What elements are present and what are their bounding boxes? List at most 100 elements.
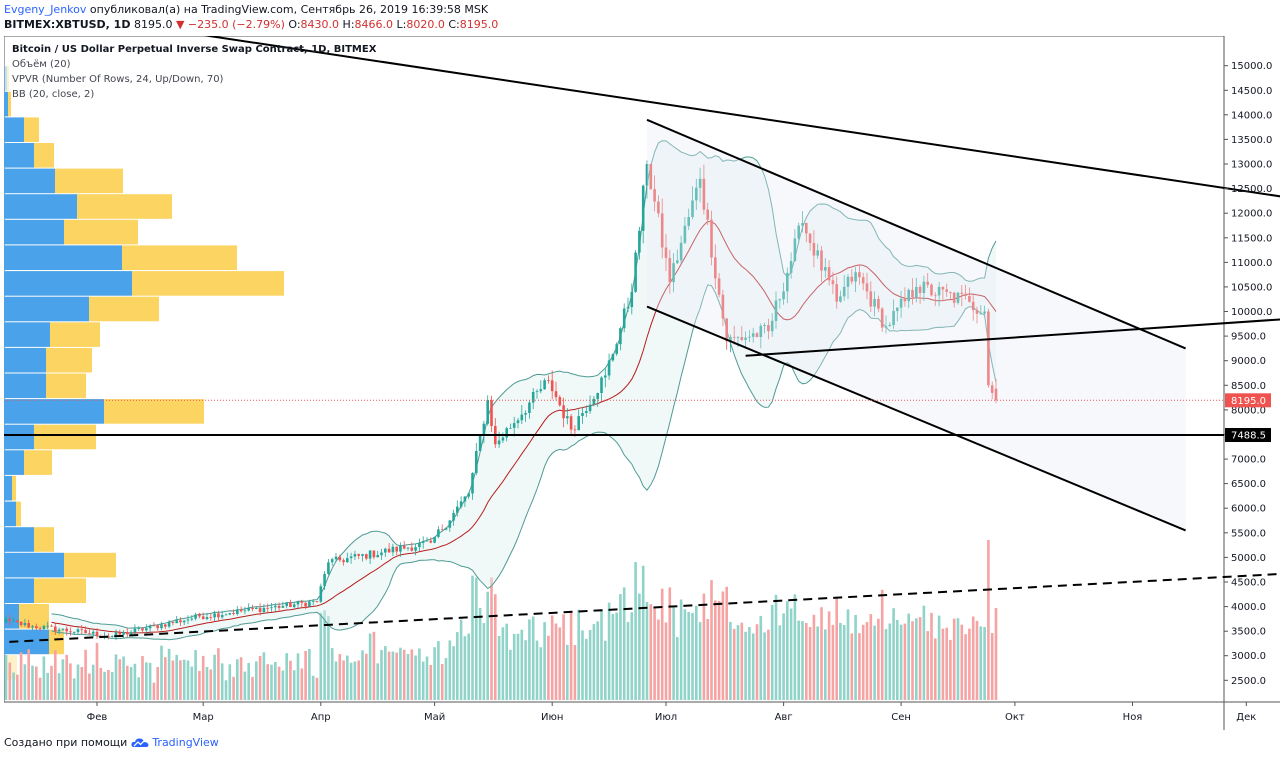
candle-body — [126, 632, 129, 635]
candle-body — [88, 633, 91, 635]
candle-body — [452, 512, 455, 521]
candle-body — [486, 400, 489, 424]
volume-bar — [831, 624, 835, 700]
candle-body — [372, 550, 376, 558]
volume-bar — [721, 591, 725, 700]
volume-bar — [812, 614, 816, 700]
volume-bar — [31, 665, 34, 700]
candle-body — [380, 552, 383, 556]
volume-bar — [736, 625, 740, 700]
candle-body — [399, 545, 402, 552]
vpvr-row-up — [4, 322, 50, 347]
candle-body — [118, 632, 122, 635]
volume-bar — [137, 677, 140, 700]
candle-body — [357, 554, 360, 556]
vpvr-row-down — [12, 475, 16, 501]
time-tick-label: Июн — [541, 712, 563, 723]
candle-body — [232, 613, 235, 614]
volume-bar — [706, 619, 709, 700]
volume-bar — [645, 602, 649, 700]
candle-body — [861, 277, 865, 284]
created-with-text: Создано при помощи — [4, 736, 128, 749]
volume-bar — [478, 607, 482, 700]
price-change: ▼ −235.0 (−2.79%) — [175, 18, 285, 31]
vpvr-row-up — [4, 194, 77, 219]
candle-body — [353, 554, 357, 557]
author-link[interactable]: Evgeny_Jenkov — [4, 3, 87, 16]
volume-bar — [592, 624, 596, 700]
volume-bar — [217, 648, 220, 700]
publish-info: опубликовал(а) на TradingView.com, Сентя… — [89, 3, 489, 16]
volume-bar — [509, 649, 512, 700]
volume-bar — [562, 614, 565, 700]
last-price: 8195.0 — [133, 18, 173, 31]
candle-body — [122, 632, 125, 635]
vpvr-row-up — [4, 475, 12, 501]
trendline-4[interactable] — [745, 314, 1280, 357]
volume-bar — [418, 648, 421, 700]
price-axis[interactable]: 2500.0 3000.0 3500.0 4000.0 4500.0 5000.0 5500… — [1224, 61, 1272, 687]
candle-body — [129, 632, 133, 635]
candle-body — [440, 529, 444, 531]
tradingview-brand[interactable]: TradingView — [131, 736, 219, 749]
candle-body — [869, 291, 873, 307]
volume-bar — [748, 627, 751, 700]
level-price-tag — [1225, 428, 1271, 442]
candle-body — [657, 201, 660, 214]
volume-bar — [255, 661, 258, 700]
close-label: C: — [448, 18, 460, 31]
volume-bar — [907, 613, 910, 700]
candle-body — [759, 325, 763, 337]
volume-bar — [289, 660, 292, 700]
symbol-name[interactable]: BITMEX:XBTUSD, 1D — [4, 18, 131, 31]
candle-body — [384, 548, 387, 553]
candle-body — [148, 625, 152, 629]
candle-body — [645, 164, 649, 186]
candle-body — [448, 520, 452, 528]
candle-body — [607, 360, 611, 376]
volume-bar — [679, 599, 683, 700]
price-tick-label: 13500.0 — [1231, 135, 1272, 146]
vpvr-row-up — [4, 424, 34, 450]
volume-bar — [232, 676, 235, 700]
volume-bar — [896, 620, 899, 700]
candle-body — [368, 550, 372, 559]
volume-bar — [539, 647, 543, 700]
volume-bar — [372, 631, 376, 700]
volume-bar — [698, 622, 702, 700]
legend-vpvr[interactable]: VPVR (Number Of Rows, 24, Up/Down, 70) — [12, 74, 224, 85]
time-axis[interactable]: Фев Мар Апр Май Июн Июл Авг Сен Окт Ноя Дек — [87, 702, 1257, 723]
candle-body — [171, 622, 175, 623]
time-tick-label: Дек — [1236, 712, 1256, 723]
volume-bar — [429, 665, 433, 700]
vpvr-row-up — [4, 219, 64, 245]
volume-bar — [835, 597, 838, 700]
legend-title[interactable]: Bitcoin / US Dollar Perpetual Inverse Sw… — [12, 44, 377, 55]
volume-bar — [949, 639, 952, 700]
volume-bar — [387, 651, 391, 700]
trendline-5[interactable] — [0, 570, 1280, 644]
low-label: L: — [396, 18, 407, 31]
trendline-2[interactable] — [646, 118, 1186, 350]
volume-bar — [65, 654, 68, 700]
legend-bb[interactable]: BB (20, close, 2) — [12, 89, 95, 100]
legend-volume[interactable]: Объём (20) — [12, 59, 71, 70]
volume-bar — [338, 654, 342, 700]
price-chart[interactable]: 2500.0 3000.0 3500.0 4000.0 4500.0 5000.0 5500… — [0, 3, 1280, 730]
volume-bar — [531, 616, 535, 700]
candle-body — [425, 540, 429, 542]
volume-bar — [987, 540, 990, 700]
volume-bar — [740, 622, 744, 700]
vpvr-row-down — [64, 219, 138, 245]
chart-area[interactable]: 2500.0 3000.0 3500.0 4000.0 4500.0 5000.0 5500… — [0, 3, 1280, 730]
volume-bar — [346, 655, 349, 700]
candle-body — [478, 435, 482, 451]
trendline-3[interactable] — [646, 305, 1186, 532]
volume-bar — [622, 587, 626, 700]
price-tick-label: 12500.0 — [1231, 184, 1272, 195]
vpvr-row-down — [34, 527, 54, 552]
candle-body — [566, 416, 569, 419]
candle-body — [554, 391, 558, 398]
volume-bar — [251, 676, 254, 700]
candle-body — [558, 397, 562, 406]
